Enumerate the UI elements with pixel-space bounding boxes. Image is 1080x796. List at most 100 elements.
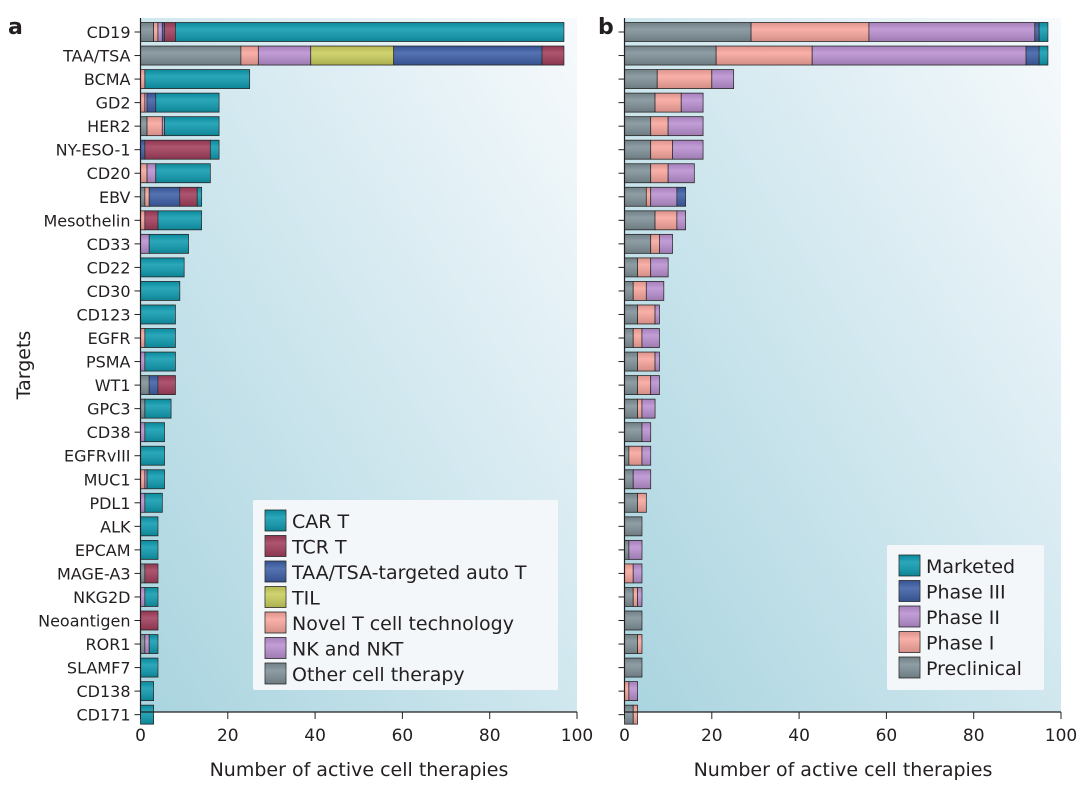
bar-mesothelin-car-t	[157, 210, 203, 231]
bar-group-cd30	[140, 281, 181, 301]
bar-group-psma	[624, 351, 660, 372]
bar-her2-preclinical	[624, 116, 652, 137]
legend-swatch-shading	[899, 606, 920, 627]
bar-wt1-tcr-t	[157, 375, 176, 396]
legend-swatch-shading	[265, 510, 286, 531]
bar-wt1-phase-ii	[650, 375, 660, 396]
x-tick-label-60: 60	[876, 726, 898, 746]
bar-group-cd22	[624, 257, 669, 278]
legend-swatch-shading	[265, 637, 286, 659]
bar-cd171-phase-i	[632, 704, 638, 725]
x-tick-label-20: 20	[701, 726, 723, 746]
bar-group-cd123	[624, 304, 660, 325]
bar-nkg2d-nk-and-nkt	[140, 587, 146, 607]
legend-swatch-shading	[899, 657, 920, 678]
bar-cd22-phase-i	[637, 257, 652, 278]
bar-her2-phase-ii	[667, 116, 704, 137]
bar-gpc3-car-t	[144, 398, 172, 419]
axes-b: 0 20 40 60 80 100	[618, 18, 1077, 746]
legend-label: TCR T	[291, 537, 347, 559]
category-label-mesothelin: Mesothelin	[43, 211, 130, 230]
category-label-neoantigen: Neoantigen	[38, 612, 130, 631]
panel-b: b Number of active cell therapies 0 20 40 6…	[598, 15, 1077, 781]
bar-group-mesothelin	[140, 210, 203, 231]
bar-taa-tsa-til	[310, 45, 395, 66]
bar-taa-tsa-nk-and-nkt	[257, 45, 312, 66]
bar-cd19-novel-t-cell-technology	[153, 22, 159, 42]
bar-gd2-phase-ii	[680, 92, 704, 113]
bar-group-pdl1	[140, 492, 163, 513]
bar-taa-tsa-phase-iii	[1025, 45, 1040, 66]
legend-item-phase-ii: Phase II	[898, 605, 1000, 629]
bar-ror1-preclinical	[624, 634, 639, 654]
x-tick-label-20: 20	[217, 726, 239, 746]
legend-swatch-shading	[265, 535, 286, 557]
bar-cd19-car-t	[175, 22, 565, 42]
bar-egfr-phase-i	[632, 328, 643, 348]
bar-bcma-phase-ii	[711, 69, 735, 89]
bar-group-cd20	[140, 163, 211, 184]
bar-cd19-nk-and-nkt	[157, 22, 163, 42]
legend-box	[887, 545, 1044, 690]
bar-slamf7-preclinical	[624, 657, 643, 678]
category-label-cd19: CD19	[87, 23, 131, 42]
bar-cd123-phase-i	[637, 304, 656, 325]
legend-label: Phase I	[926, 633, 994, 655]
bar-cd171-car-t	[140, 704, 155, 725]
bar-her2-other-cell-therapy	[140, 116, 148, 137]
bar-cd30-car-t	[140, 281, 181, 301]
x-tick-label-80: 80	[479, 726, 501, 746]
bar-egfrviii-preclinical	[624, 445, 630, 466]
bar-ny-eso-1-phase-ii	[672, 139, 704, 160]
bar-epcam-phase-ii	[628, 539, 643, 560]
bar-group-cd38	[624, 422, 652, 443]
bar-group-cd138	[140, 681, 155, 702]
bar-group-nkg2d	[140, 587, 159, 607]
bar-group-cd123	[140, 304, 176, 325]
legend-label: CAR T	[292, 511, 350, 533]
category-label-gpc3: GPC3	[87, 400, 130, 419]
legend-item-novel-t-cell-technology: Novel T cell technology	[264, 611, 514, 635]
bar-group-egfrviii	[140, 445, 165, 466]
bar-pdl1-preclinical	[624, 492, 639, 513]
category-label-cd123: CD123	[76, 305, 130, 324]
bar-group-wt1	[624, 375, 660, 396]
panel-a: a Targets Number of active cell therapie…	[8, 15, 593, 781]
legend-item-nk-and-nkt: NK and NKT	[264, 637, 404, 661]
bar-wt1-other-cell-therapy	[140, 375, 150, 396]
legend-label: Phase II	[926, 607, 1000, 629]
bar-cd22-phase-ii	[650, 257, 669, 278]
bar-gd2-phase-i	[654, 92, 682, 113]
category-label-cd38: CD38	[87, 423, 131, 442]
bar-cd19-tcr-t	[164, 22, 176, 42]
legend-swatch-shading	[265, 561, 286, 582]
bar-gd2-novel-t-cell-technology	[140, 92, 146, 113]
bar-her2-novel-t-cell-technology	[146, 116, 163, 137]
x-tick-label-40: 40	[788, 726, 810, 746]
bar-muc1-novel-t-cell-technology	[140, 469, 146, 490]
bar-group-bcma	[624, 69, 735, 89]
bar-egfrviii-phase-i	[628, 445, 643, 466]
bar-group-cd19	[140, 22, 565, 42]
bar-gd2-taa-tsa-targeted-auto-t	[146, 92, 157, 113]
bar-cd20-preclinical	[624, 163, 652, 184]
bar-group-cd30	[624, 281, 665, 301]
bar-cd123-car-t	[140, 304, 176, 325]
category-label-muc1: MUC1	[84, 470, 131, 489]
bar-ebv-tcr-t	[179, 186, 198, 207]
bar-cd19-preclinical	[624, 22, 752, 42]
bar-cd33-phase-ii	[659, 233, 673, 254]
bar-ebv-taa-tsa-targeted-auto-t	[148, 186, 181, 207]
bar-alk-preclinical	[624, 516, 643, 537]
bar-cd123-preclinical	[624, 304, 639, 325]
category-label-wt1: WT1	[95, 376, 131, 395]
bar-gpc3-other-cell-therapy	[140, 398, 146, 419]
bar-group-ny-eso-1	[140, 139, 220, 160]
bar-ror1-car-t	[148, 634, 159, 654]
bar-gpc3-preclinical	[624, 398, 639, 419]
bar-bcma-car-t	[144, 69, 251, 89]
legend-box	[253, 500, 558, 690]
legend-swatch-shading	[265, 612, 286, 633]
bar-muc1-phase-ii	[632, 469, 652, 490]
